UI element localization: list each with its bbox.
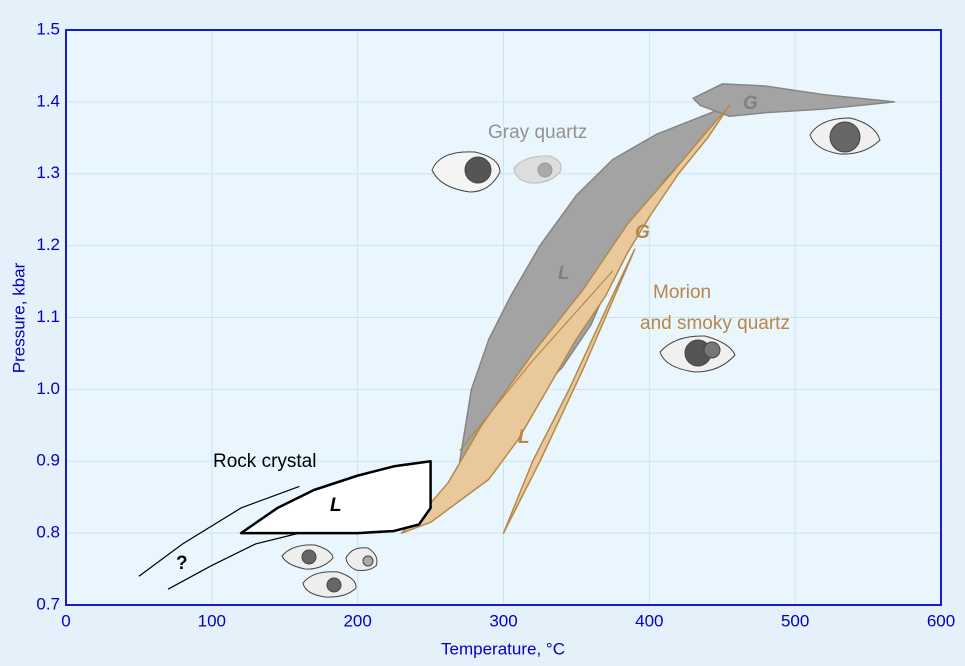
annotation: L [518, 427, 530, 448]
x-tick-label: 200 [343, 611, 371, 630]
annotation: L [558, 263, 570, 284]
annotation: Rock crystal [213, 451, 316, 472]
x-tick-label: 300 [489, 611, 517, 630]
y-tick-label: 0.8 [36, 523, 60, 542]
annotation: Gray quartz [488, 122, 587, 143]
y-tick-label: 0.7 [36, 594, 60, 613]
x-axis-label: Temperature, °C [441, 639, 565, 658]
y-tick-label: 1.4 [36, 91, 60, 110]
x-tick-label: 0 [61, 611, 70, 630]
annotation: ? [176, 553, 188, 574]
x-tick-label: 100 [198, 611, 226, 630]
annotation: and smoky quartz [640, 313, 790, 334]
chart: Temperature, °C Pressure, kbar Gray quar… [0, 0, 965, 661]
x-tick-label: 600 [927, 611, 955, 630]
y-tick-label: 1.3 [36, 163, 60, 182]
y-tick-label: 1.2 [36, 235, 60, 254]
y-tick-label: 0.9 [36, 451, 60, 470]
y-tick-label: 1.5 [36, 19, 60, 38]
y-axis-label: Pressure, kbar [9, 262, 28, 373]
y-tick-label: 1.1 [36, 307, 60, 326]
annotation: G [635, 222, 650, 243]
annotation: G [743, 93, 758, 114]
x-tick-label: 500 [781, 611, 809, 630]
annotation: L [330, 495, 342, 516]
annotation: Morion [653, 282, 711, 303]
x-tick-label: 400 [635, 611, 663, 630]
y-tick-label: 1.0 [36, 379, 60, 398]
page: Temperature, °C Pressure, kbar Gray quar… [0, 0, 965, 661]
